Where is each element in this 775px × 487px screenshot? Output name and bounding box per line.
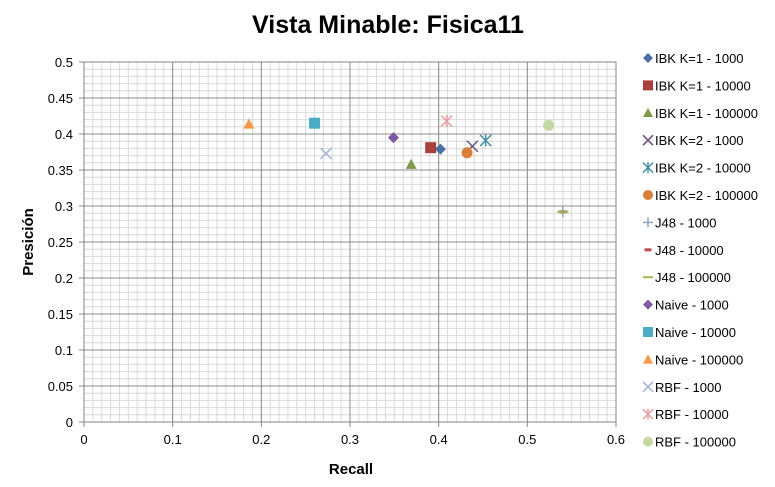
- legend-label: IBK K=2 - 10000: [655, 161, 751, 176]
- data-point-14: [440, 114, 453, 128]
- legend-item: Naive - 100000: [643, 352, 743, 367]
- x-tick-label: 0.1: [164, 432, 182, 447]
- legend-label: IBK K=1 - 1000: [655, 51, 744, 66]
- legend-marker: [642, 162, 654, 174]
- legend-item: RBF - 1000: [642, 380, 721, 395]
- y-tick-label: 0.3: [55, 199, 73, 214]
- legend-label: Naive - 10000: [655, 325, 736, 340]
- data-point-6: [461, 147, 473, 159]
- y-tick-label: 0.5: [55, 55, 73, 70]
- x-axis-label: Recall: [329, 461, 373, 478]
- data-point-11: [309, 117, 321, 129]
- legend-item: RBF - 100000: [643, 435, 736, 450]
- legend-item: Naive - 1000: [643, 298, 729, 313]
- legend-label: IBK K=1 - 100000: [655, 106, 758, 121]
- x-tick-label: 0.2: [252, 432, 270, 447]
- data-point-1: [434, 143, 446, 155]
- data-point-13: [320, 147, 333, 160]
- y-tick-label: 0.05: [48, 379, 73, 394]
- data-point-2: [425, 142, 437, 154]
- legend-item: Naive - 10000: [643, 325, 736, 340]
- x-tick-label: 0.6: [607, 432, 625, 447]
- legend-label: Naive - 1000: [655, 298, 729, 313]
- y-tick-label: 0.35: [48, 163, 73, 178]
- legend-marker: [643, 299, 653, 310]
- grid-lines: [84, 62, 616, 422]
- x-tick-label: 0.4: [430, 432, 448, 447]
- legend-item: IBK K=2 - 10000: [642, 161, 751, 176]
- data-point-5: [479, 134, 492, 147]
- legend-item: IBK K=2 - 1000: [642, 133, 744, 148]
- y-tick-label: 0.4: [55, 127, 73, 142]
- legend: IBK K=1 - 1000 IBK K=1 - 10000 IBK K=1 - 1…: [642, 51, 758, 450]
- legend-marker: [643, 436, 653, 447]
- legend-marker: [643, 327, 653, 337]
- legend-label: RBF - 1000: [655, 380, 721, 395]
- y-tick-label: 0.15: [48, 307, 73, 322]
- legend-marker: [643, 80, 653, 91]
- legend-item: IBK K=1 - 10000: [643, 78, 751, 93]
- legend-marker: [643, 217, 653, 228]
- x-tick-label: 0: [80, 432, 87, 447]
- legend-marker: [644, 248, 652, 252]
- y-axis-ticks: 0 0.05 0.1 0.15 0.2 0.25 0.3 0.35 0.4 0.45 0.5: [48, 55, 84, 430]
- legend-marker: [643, 53, 653, 63]
- legend-marker: [643, 354, 653, 364]
- legend-item: IBK K=1 - 100000: [643, 106, 758, 121]
- legend-label: IBK K=2 - 1000: [655, 133, 744, 148]
- legend-label: J48 - 100000: [655, 270, 731, 285]
- legend-item: J48 - 10000: [644, 243, 724, 258]
- y-tick-label: 0.45: [48, 91, 73, 106]
- legend-item: IBK K=2 - 100000: [643, 188, 758, 203]
- data-point-12: [243, 118, 255, 129]
- data-point-10: [387, 132, 399, 144]
- legend-marker: [642, 134, 654, 146]
- y-tick-label: 0.25: [48, 235, 73, 250]
- legend-marker: [643, 107, 653, 118]
- y-tick-label: 0: [66, 415, 73, 430]
- legend-item: J48 - 100000: [643, 270, 731, 285]
- legend-marker: [642, 381, 654, 393]
- chart-title: Vista Minable: Fisica11: [252, 11, 524, 39]
- legend-item: J48 - 1000: [643, 215, 716, 230]
- legend-marker: [642, 408, 654, 420]
- y-axis-label: Presición: [20, 208, 37, 276]
- legend-label: RBF - 10000: [655, 407, 729, 422]
- y-tick-label: 0.1: [55, 343, 73, 358]
- legend-item: RBF - 10000: [642, 407, 729, 422]
- legend-label: J48 - 10000: [655, 243, 724, 258]
- x-tick-label: 0.5: [518, 432, 536, 447]
- legend-label: IBK K=1 - 10000: [655, 78, 751, 93]
- x-axis-ticks: 0 0.1 0.2 0.3 0.4 0.5 0.6: [80, 422, 625, 447]
- data-point-3: [405, 158, 417, 169]
- legend-item: IBK K=1 - 1000: [643, 51, 744, 66]
- data-points: [243, 114, 569, 218]
- data-point-15: [543, 119, 555, 131]
- legend-label: IBK K=2 - 100000: [655, 188, 758, 203]
- legend-marker: [643, 190, 653, 200]
- legend-label: RBF - 100000: [655, 435, 736, 450]
- legend-label: Naive - 100000: [655, 352, 743, 367]
- legend-label: J48 - 1000: [655, 215, 716, 230]
- y-tick-label: 0.2: [55, 271, 73, 286]
- x-tick-label: 0.3: [341, 432, 359, 447]
